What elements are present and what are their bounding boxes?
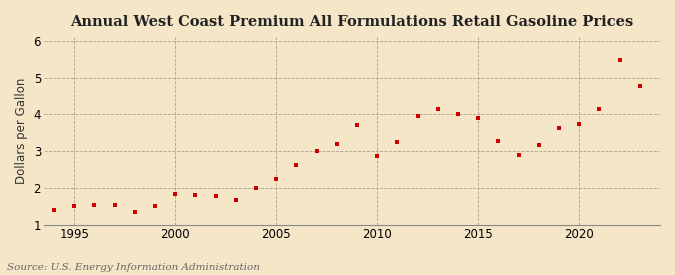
- Point: [472, 116, 483, 120]
- Point: [594, 106, 605, 111]
- Point: [210, 194, 221, 198]
- Point: [89, 203, 100, 207]
- Point: [130, 210, 140, 214]
- Text: Source: U.S. Energy Information Administration: Source: U.S. Energy Information Administ…: [7, 263, 260, 272]
- Point: [69, 204, 80, 208]
- Title: Annual West Coast Premium All Formulations Retail Gasoline Prices: Annual West Coast Premium All Formulatio…: [70, 15, 634, 29]
- Point: [614, 58, 625, 62]
- Point: [49, 208, 59, 213]
- Point: [352, 123, 362, 127]
- Point: [533, 142, 544, 147]
- Point: [412, 114, 423, 118]
- Y-axis label: Dollars per Gallon: Dollars per Gallon: [15, 78, 28, 184]
- Point: [311, 149, 322, 153]
- Point: [109, 203, 120, 207]
- Point: [230, 197, 241, 202]
- Point: [150, 204, 161, 208]
- Point: [634, 84, 645, 88]
- Point: [574, 122, 585, 126]
- Point: [169, 192, 180, 197]
- Point: [493, 139, 504, 144]
- Point: [250, 186, 261, 190]
- Point: [513, 153, 524, 157]
- Point: [452, 112, 463, 116]
- Point: [392, 140, 403, 145]
- Point: [433, 107, 443, 111]
- Point: [554, 126, 564, 130]
- Point: [271, 176, 281, 181]
- Point: [331, 142, 342, 146]
- Point: [372, 154, 383, 158]
- Point: [291, 163, 302, 167]
- Point: [190, 192, 200, 197]
